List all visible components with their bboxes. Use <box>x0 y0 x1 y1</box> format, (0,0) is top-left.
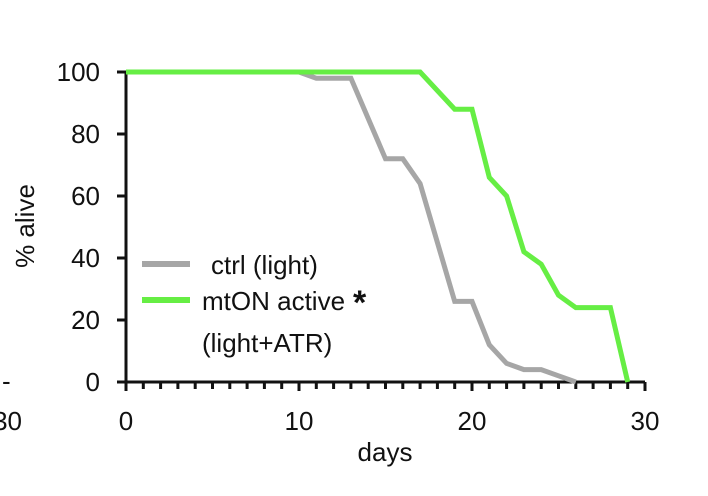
legend-label-mton-name: mtON active <box>202 286 345 316</box>
legend-label-ctrl: ctrl (light) <box>211 250 318 280</box>
significance-asterisk: * <box>353 284 367 322</box>
y-axis-ticks: 0 20 40 60 80 100 <box>57 57 126 397</box>
cropped-edge-fragments: 30 - <box>0 366 22 436</box>
x-tick-label: 30 <box>631 406 660 436</box>
x-tick-label: 20 <box>458 406 487 436</box>
x-tick-label: 0 <box>119 406 133 436</box>
cropped-x-tick-fragment: 30 <box>0 406 22 436</box>
series-line-mton <box>126 69 631 383</box>
y-tick-label: 40 <box>71 243 100 273</box>
legend-label-mton: mtON active * <box>202 284 367 322</box>
y-tick-label: 0 <box>86 367 100 397</box>
legend-label-mton-continuation: (light+ATR) <box>202 328 332 358</box>
x-tick-label: 10 <box>285 406 314 436</box>
y-axis-title: % alive <box>10 184 40 268</box>
y-tick-label: 20 <box>71 305 100 335</box>
series-line-ctrl <box>126 69 577 385</box>
axes: 0 20 40 60 80 100 0 10 20 30 <box>57 57 660 436</box>
cropped-y-tick-fragment: - <box>2 366 11 396</box>
y-tick-label: 80 <box>71 119 100 149</box>
legend: ctrl (light) mtON active * (light+ATR) <box>142 250 367 358</box>
data-series <box>126 69 631 385</box>
x-axis-title: days <box>358 437 413 467</box>
y-tick-label: 100 <box>57 57 100 87</box>
y-tick-label: 60 <box>71 181 100 211</box>
x-axis-ticks: 0 10 20 30 <box>119 382 660 436</box>
